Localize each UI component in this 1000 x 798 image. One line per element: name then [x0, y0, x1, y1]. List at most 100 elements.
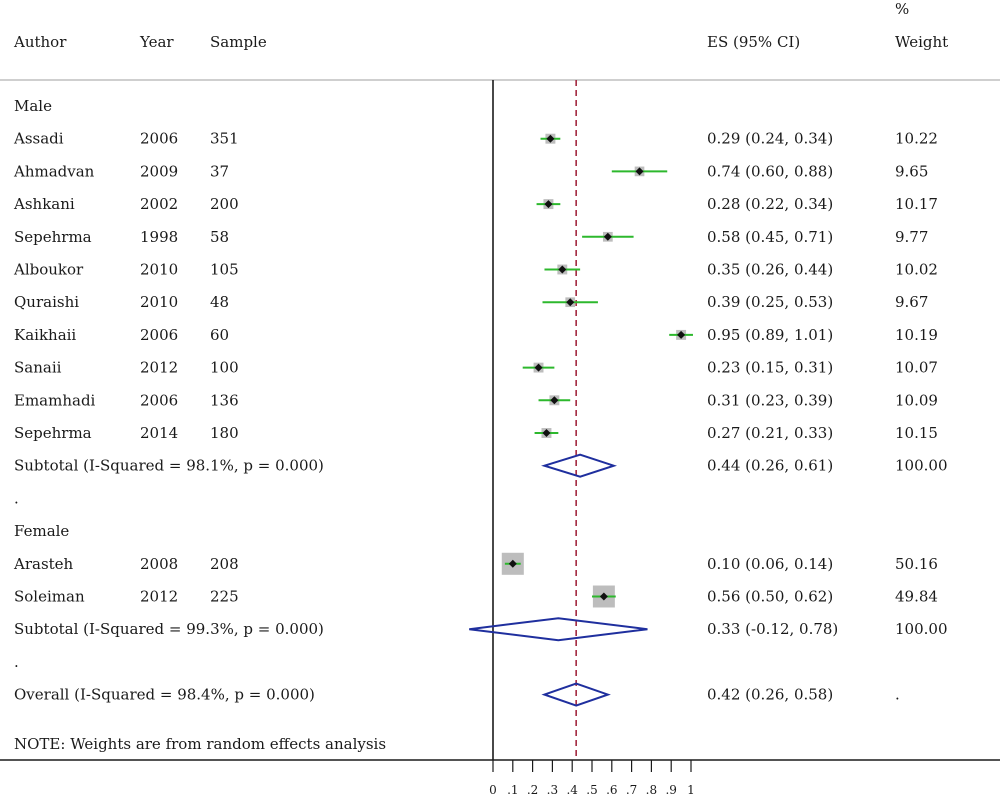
study-year: 2010 [140, 261, 178, 279]
study-author: Assadi [13, 130, 64, 148]
study-es-ci: 0.28 (0.22, 0.34) [707, 195, 833, 213]
subtotal-diamond [541, 453, 617, 478]
study-es-ci: 0.56 (0.50, 0.62) [707, 588, 833, 606]
study-year: 2012 [140, 588, 178, 606]
study-es-ci: 0.29 (0.24, 0.34) [707, 130, 833, 148]
study-sample: 180 [210, 424, 239, 442]
group-label: Male [14, 97, 52, 115]
overall-es-ci: 0.42 (0.26, 0.58) [707, 686, 833, 704]
header-year: Year [139, 33, 174, 51]
study-author: Alboukor [13, 261, 84, 279]
study-sample: 37 [210, 162, 229, 180]
study-es-ci: 0.74 (0.60, 0.88) [707, 162, 833, 180]
overall-diamond [541, 682, 611, 707]
header-es: ES (95% CI) [707, 33, 800, 51]
study-weight: 49.84 [895, 588, 938, 606]
study-author: Quraishi [14, 293, 79, 311]
study-sample: 60 [210, 326, 229, 344]
study-es-ci: 0.39 (0.25, 0.53) [707, 293, 833, 311]
overall-weight: . [895, 686, 900, 704]
study-author: Ahmadvan [13, 162, 95, 180]
x-tick-label: .4 [566, 783, 578, 797]
study-sample: 105 [210, 261, 239, 279]
x-tick-label: .8 [646, 783, 657, 797]
header-weight: Weight [895, 33, 948, 51]
point-estimate [677, 330, 686, 339]
study-weight: 9.65 [895, 162, 928, 180]
study-year: 1998 [140, 228, 178, 246]
study-year: 2010 [140, 293, 178, 311]
x-tick-label: .7 [626, 783, 637, 797]
study-weight: 10.02 [895, 261, 938, 279]
study-sample: 208 [210, 555, 239, 573]
study-sample: 100 [210, 359, 239, 377]
x-tick-label: .5 [586, 783, 597, 797]
study-author: Arasteh [13, 555, 74, 573]
group-label: Female [14, 522, 69, 540]
study-es-ci: 0.95 (0.89, 1.01) [707, 326, 833, 344]
footnote: NOTE: Weights are from random effects an… [14, 735, 386, 753]
study-author: Kaikhaii [14, 326, 76, 344]
subtotal-weight: 100.00 [895, 620, 948, 638]
study-weight: 50.16 [895, 555, 938, 573]
study-es-ci: 0.35 (0.26, 0.44) [707, 261, 833, 279]
study-author: Sepehrma [14, 228, 92, 246]
header-weight-percent: % [895, 0, 909, 18]
point-estimate [546, 134, 555, 143]
study-weight: 10.17 [895, 195, 938, 213]
forest-rows: Male Assadi 2006 351 0.29 (0.24, 0.34) 10.22 A… [13, 80, 948, 760]
subtotal-diamond [469, 617, 648, 642]
subtotal-label: Subtotal (I-Squared = 99.3%, p = 0.000) [14, 620, 324, 638]
study-es-ci: 0.27 (0.21, 0.33) [707, 424, 833, 442]
x-tick-label: 0 [489, 783, 497, 797]
study-year: 2014 [140, 424, 178, 442]
x-axis: 0 .1 .2 .3 .4 .5 .6 .7 .8 .9 1 [489, 760, 695, 797]
point-estimate [558, 265, 567, 274]
study-author: Soleiman [14, 588, 85, 606]
subtotal-weight: 100.00 [895, 457, 948, 475]
study-author: Emamhadi [14, 391, 96, 409]
study-es-ci: 0.58 (0.45, 0.71) [707, 228, 833, 246]
study-weight: 9.77 [895, 228, 928, 246]
point-estimate [599, 592, 608, 601]
study-year: 2006 [140, 391, 178, 409]
point-estimate [542, 429, 551, 437]
header-author: Author [13, 33, 67, 51]
study-sample: 200 [210, 195, 239, 213]
study-weight: 10.07 [895, 359, 938, 377]
study-weight: 10.19 [895, 326, 938, 344]
study-sample: 351 [210, 130, 239, 148]
point-estimate [603, 232, 612, 241]
x-tick-label: 1 [687, 783, 695, 797]
spacer-dot: . [14, 653, 19, 671]
x-tick-label: .1 [507, 783, 518, 797]
study-year: 2002 [140, 195, 178, 213]
subtotal-label: Subtotal (I-Squared = 98.1%, p = 0.000) [14, 457, 324, 475]
x-tick-label: .2 [527, 783, 538, 797]
study-year: 2009 [140, 162, 178, 180]
study-sample: 136 [210, 391, 239, 409]
overall-label: Overall (I-Squared = 98.4%, p = 0.000) [14, 686, 315, 704]
study-author: Sepehrma [14, 424, 92, 442]
study-year: 2006 [140, 326, 178, 344]
study-year: 2006 [140, 130, 178, 148]
study-year: 2008 [140, 555, 178, 573]
study-weight: 10.09 [895, 391, 938, 409]
study-sample: 48 [210, 293, 229, 311]
subtotal-es-ci: 0.44 (0.26, 0.61) [707, 457, 833, 475]
study-weight: 9.67 [895, 293, 928, 311]
point-estimate [544, 200, 553, 209]
study-es-ci: 0.31 (0.23, 0.39) [707, 391, 833, 409]
point-estimate [550, 396, 559, 405]
study-es-ci: 0.10 (0.06, 0.14) [707, 555, 833, 573]
spacer-dot: . [14, 489, 19, 507]
study-author: Ashkani [13, 195, 75, 213]
subtotal-es-ci: 0.33 (-0.12, 0.78) [707, 620, 838, 638]
study-weight: 10.15 [895, 424, 938, 442]
header-sample: Sample [210, 33, 267, 51]
x-tick-label: .6 [606, 783, 617, 797]
study-es-ci: 0.23 (0.15, 0.31) [707, 359, 833, 377]
study-weight: 10.22 [895, 130, 938, 148]
study-sample: 58 [210, 228, 229, 246]
